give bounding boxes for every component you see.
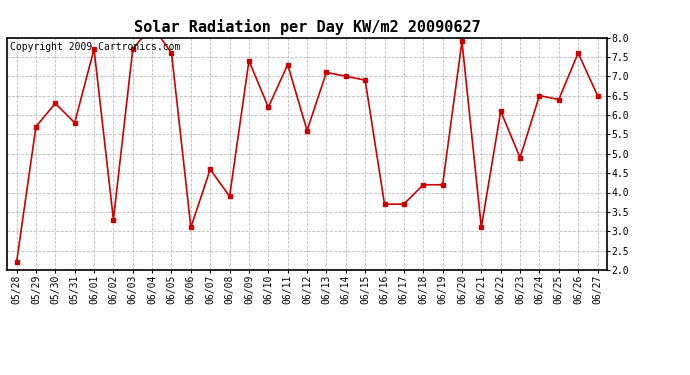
Text: Copyright 2009 Cartronics.com: Copyright 2009 Cartronics.com [10,42,180,52]
Title: Solar Radiation per Day KW/m2 20090627: Solar Radiation per Day KW/m2 20090627 [134,19,480,35]
